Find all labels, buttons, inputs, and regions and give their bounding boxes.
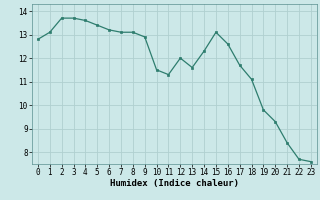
X-axis label: Humidex (Indice chaleur): Humidex (Indice chaleur)	[110, 179, 239, 188]
